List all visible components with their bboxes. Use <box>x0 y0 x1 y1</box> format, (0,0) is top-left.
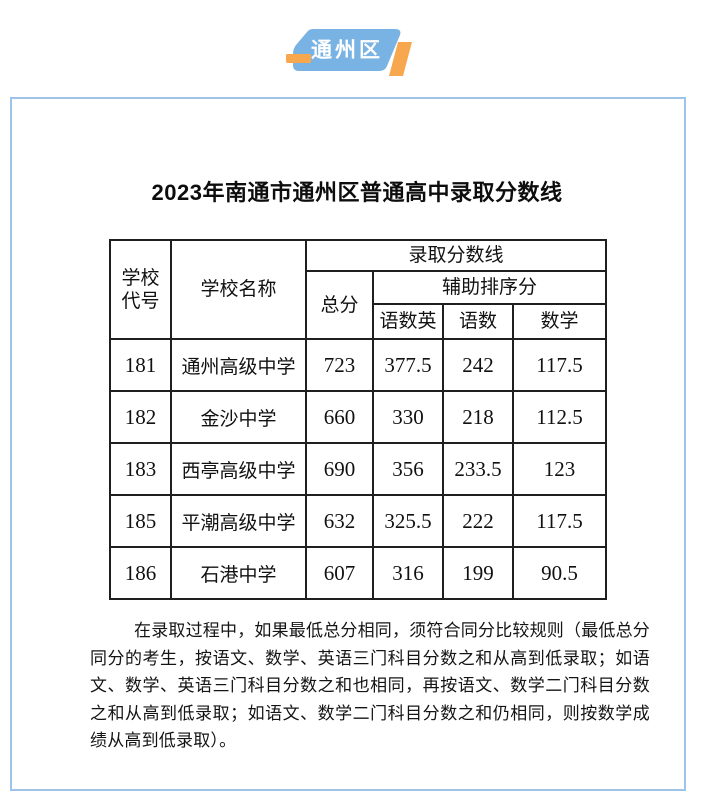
col-header-math: 数学 <box>511 303 608 340</box>
cell-chi-math-eng: 316 <box>372 546 444 600</box>
cell-school-code: 181 <box>109 338 172 392</box>
cell-school-code: 185 <box>109 494 172 548</box>
cell-chi-math: 233.5 <box>442 442 514 496</box>
cell-total: 723 <box>305 338 374 392</box>
cell-chi-math: 242 <box>442 338 514 392</box>
ribbon-orange-bar-icon <box>286 54 311 63</box>
cell-school-name: 平潮高级中学 <box>170 494 307 548</box>
document-sheet: 2023年南通市通州区普通高中录取分数线 学校 代号 学校名称 录取分数线 <box>10 97 686 791</box>
cell-total: 632 <box>305 494 374 548</box>
header-row-2: 总分 辅助排序分 <box>110 270 608 340</box>
cell-chi-math-eng: 377.5 <box>372 338 444 392</box>
col-header-aux-group: 辅助排序分 <box>371 270 608 305</box>
cell-math: 90.5 <box>511 546 608 600</box>
table-row: 183 西亭高级中学 690 356 233.5 123 <box>109 442 608 496</box>
col-header-total: 总分 <box>305 270 374 340</box>
cell-math: 117.5 <box>511 338 608 392</box>
cell-math: 112.5 <box>511 390 608 444</box>
header-row-1: 学校 代号 学校名称 录取分数线 <box>109 239 608 340</box>
school-code-line2: 代号 <box>121 290 160 312</box>
col-header-score-line-group: 录取分数线 <box>304 239 608 272</box>
ribbon-blue-banner-icon <box>293 29 401 71</box>
cell-total: 660 <box>305 390 374 444</box>
tie-break-note: 在录取过程中，如果最低总分相同，须符合同分比较规则（最低总分同分的考生，按语文、… <box>90 621 650 750</box>
col-header-chi-math-eng: 语数英 <box>372 303 444 340</box>
school-code-line1: 学校 <box>121 267 160 289</box>
table-row: 181 通州高级中学 723 377.5 242 117.5 <box>109 338 608 392</box>
cell-school-name: 金沙中学 <box>170 390 307 444</box>
district-ribbon: 通州区 <box>286 26 414 80</box>
ribbon-orange-stripe-icon <box>389 42 412 76</box>
cell-school-code: 182 <box>109 390 172 444</box>
table-row: 186 石港中学 607 316 199 90.5 <box>109 546 608 600</box>
score-line-table: 学校 代号 学校名称 录取分数线 总分 辅助排序分 语数英 语数 数学 <box>109 239 608 600</box>
cell-math: 123 <box>511 442 608 496</box>
col-header-school-code: 学校 代号 <box>109 239 172 340</box>
table-row: 185 平潮高级中学 632 325.5 222 117.5 <box>109 494 608 548</box>
page-title: 2023年南通市通州区普通高中录取分数线 <box>151 180 563 205</box>
cell-total: 607 <box>305 546 374 600</box>
header-row-3: 语数英 语数 数学 <box>110 303 608 340</box>
table-row: 182 金沙中学 660 330 218 112.5 <box>109 390 608 444</box>
ribbon-shapes <box>286 29 412 76</box>
col-header-school-name: 学校名称 <box>170 239 307 340</box>
cell-school-name: 西亭高级中学 <box>170 442 307 496</box>
cell-school-name: 石港中学 <box>170 546 307 600</box>
cell-chi-math-eng: 330 <box>372 390 444 444</box>
cell-school-name: 通州高级中学 <box>170 338 307 392</box>
cell-math: 117.5 <box>511 494 608 548</box>
col-header-chi-math: 语数 <box>442 303 514 340</box>
cell-chi-math-eng: 356 <box>372 442 444 496</box>
cell-chi-math: 222 <box>442 494 514 548</box>
cell-chi-math-eng: 325.5 <box>372 494 444 548</box>
cell-chi-math: 218 <box>442 390 514 444</box>
cell-school-code: 186 <box>109 546 172 600</box>
cell-chi-math: 199 <box>442 546 514 600</box>
district-badge-label: 通州区 <box>311 39 383 62</box>
cell-total: 690 <box>305 442 374 496</box>
cell-school-code: 183 <box>109 442 172 496</box>
